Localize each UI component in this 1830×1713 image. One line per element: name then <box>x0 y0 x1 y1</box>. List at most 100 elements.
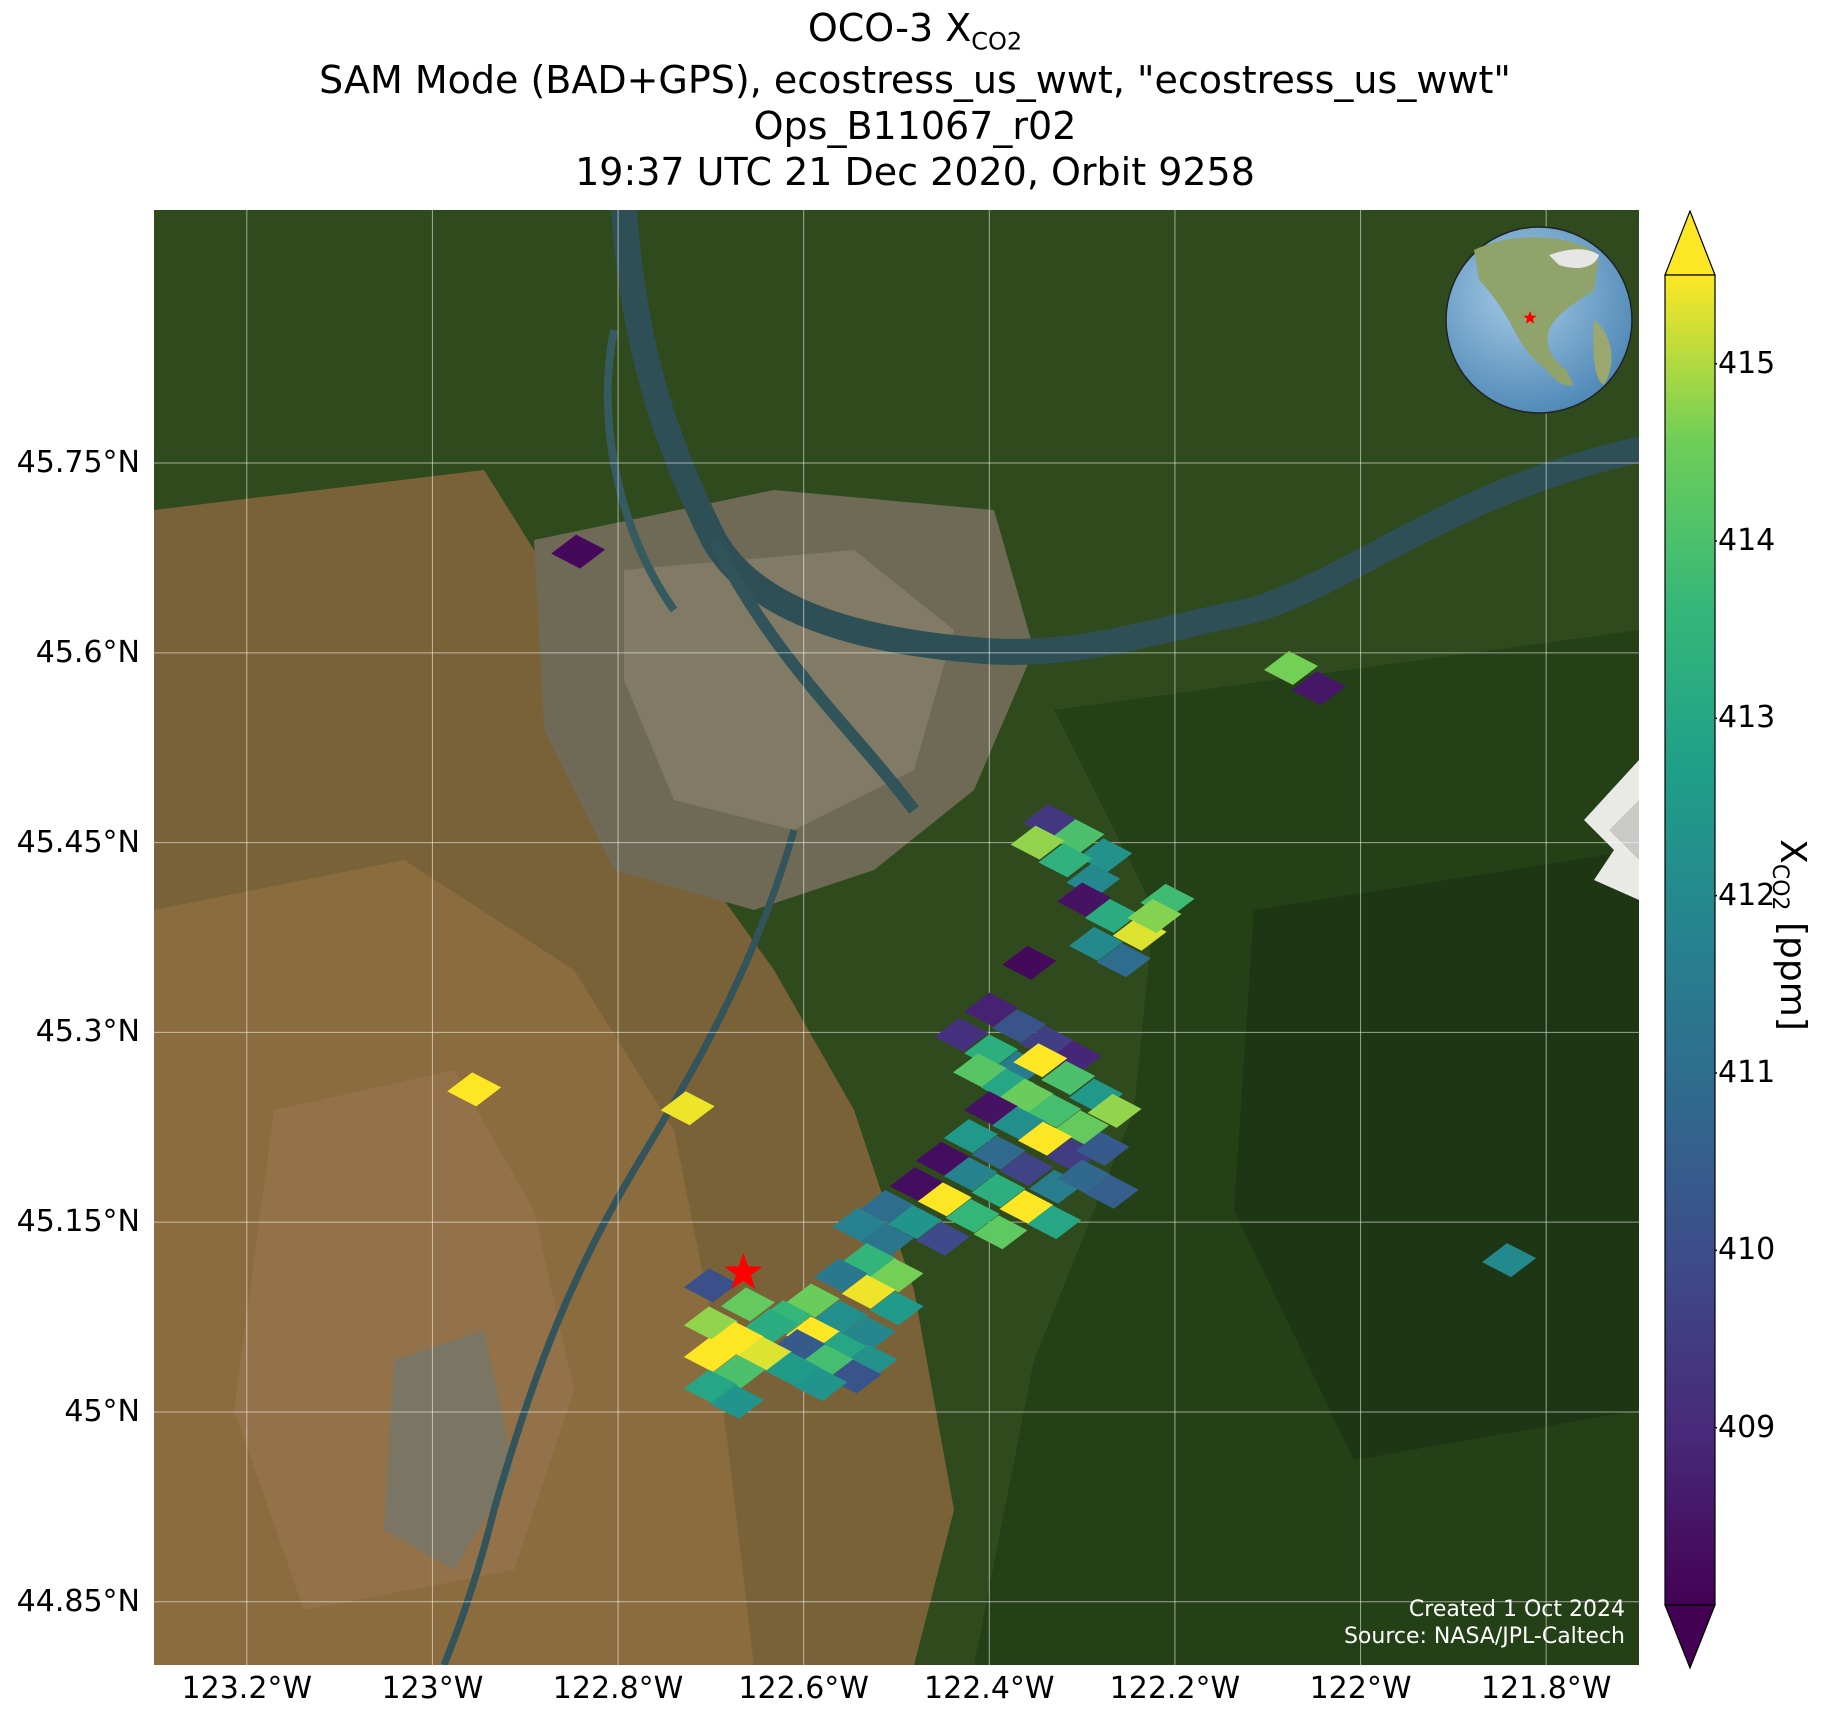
xco2-footprint <box>1002 945 1057 980</box>
xco2-footprint <box>992 1009 1047 1044</box>
colorbar-tick-label: 410 <box>1718 1232 1776 1268</box>
xco2-footprint <box>888 1205 943 1240</box>
star-icon <box>724 1252 763 1289</box>
colorbar-title: XCO2 [ppm] <box>1766 839 1814 1031</box>
colorbar-tick-label: 409 <box>1718 1409 1776 1445</box>
xco2-footprint <box>1087 1093 1142 1128</box>
xco2-footprint <box>1078 838 1133 873</box>
lon-tick-label: 121.8°W <box>1480 1671 1612 1706</box>
xco2-footprint <box>447 1072 502 1107</box>
inset-globe <box>1445 226 1633 414</box>
lat-tick-label: 45.15°N <box>16 1204 140 1240</box>
satellite-background <box>154 210 1639 1665</box>
xco2-footprint <box>793 1367 848 1402</box>
xco2-footprint <box>551 534 606 569</box>
xco2-footprint <box>1096 943 1151 978</box>
xco2-footprint <box>934 1017 989 1052</box>
colorbar-tick-marks <box>1715 362 1717 1429</box>
lon-tick-label: 122.2°W <box>1109 1671 1241 1706</box>
xco2-footprint <box>1263 651 1318 686</box>
xco2-footprint <box>973 1215 1028 1250</box>
xco2-footprint <box>1056 882 1111 917</box>
xco2-footprint <box>889 1167 944 1202</box>
sounding-footprints <box>447 534 1537 1419</box>
xco2-footprint <box>683 1338 738 1373</box>
xco2-footprint <box>683 1369 738 1404</box>
xco2-footprint <box>1084 898 1139 933</box>
map-panel[interactable] <box>154 210 1639 1665</box>
lat-tick-label: 45.45°N <box>16 824 140 860</box>
xco2-footprint <box>915 1221 970 1256</box>
xco2-footprint <box>1069 1078 1124 1113</box>
lat-tick-label: 45°N <box>64 1393 140 1429</box>
xco2-footprint <box>943 1119 998 1154</box>
lon-tick-label: 122.6°W <box>738 1671 869 1706</box>
xco2-footprint <box>945 1198 1000 1233</box>
colorbar-extend-max <box>1664 210 1716 276</box>
xco2-footprint <box>841 1274 896 1309</box>
map-canvas[interactable] <box>154 210 1639 1665</box>
lon-tick-label: 122.4°W <box>924 1671 1055 1706</box>
globe-icon <box>1445 226 1633 414</box>
xco2-footprint <box>721 1287 775 1322</box>
xco2-footprint <box>1010 825 1065 860</box>
title-line-1: OCO-3 XCO2 <box>807 6 1023 56</box>
xco2-footprint <box>999 1152 1054 1187</box>
lon-tick-label: 123°W <box>381 1671 484 1706</box>
created-date: Created 1 Oct 2024 <box>1408 1597 1625 1622</box>
xco2-footprint <box>869 1291 924 1326</box>
xco2-footprint <box>860 1189 915 1224</box>
lat-tick-label: 44.85°N <box>16 1583 140 1619</box>
xco2-footprint <box>971 1173 1026 1208</box>
xco2-footprint <box>1027 1205 1082 1240</box>
xco2-footprint <box>1084 1174 1139 1209</box>
lon-tick-label: 122.8°W <box>552 1671 684 1706</box>
xco2-footprint <box>953 1053 1008 1088</box>
colorbar-tick-label: 411 <box>1718 1055 1776 1090</box>
xco2-footprint <box>660 1091 715 1126</box>
xco2-footprint <box>971 1135 1026 1170</box>
xco2-footprint <box>683 1268 738 1303</box>
xco2-footprint <box>1018 1121 1072 1156</box>
colorbar-tick-label: 415 <box>1718 345 1776 381</box>
xco2-footprint <box>1038 843 1093 878</box>
title-line-3: Ops_B11067_r02 <box>753 104 1077 148</box>
colorbar-tick-label: 413 <box>1718 700 1776 736</box>
source-credit: Source: NASA/JPL-Caltech <box>1343 1624 1625 1649</box>
lon-tick-label: 122°W <box>1309 1671 1412 1706</box>
xco2-footprint <box>964 992 1019 1027</box>
xco2-footprint <box>943 1157 998 1192</box>
xco2-footprint <box>1013 1043 1068 1078</box>
xco2-footprint <box>1482 1243 1537 1278</box>
xco2-footprint <box>1056 1159 1111 1194</box>
colorbar-body <box>1664 274 1716 1606</box>
lon-tick-label: 123.2°W <box>181 1671 313 1706</box>
lat-tick-label: 45.75°N <box>16 445 140 481</box>
colorbar-extend-min <box>1664 1604 1716 1670</box>
colorbar <box>1664 210 1717 1670</box>
title-line-2: SAM Mode (BAD+GPS), ecostress_us_wwt, "e… <box>319 58 1511 102</box>
globe-star-icon <box>1523 311 1537 324</box>
mountain-snow-icon <box>1584 760 1639 900</box>
xco2-footprint <box>1291 671 1346 706</box>
xco2-footprint <box>683 1306 738 1341</box>
xco2-footprint <box>813 1258 868 1293</box>
xco2-footprint <box>709 1384 764 1419</box>
xco2-footprint <box>1069 926 1124 961</box>
title-line-4: 19:37 UTC 21 Dec 2020, Orbit 9258 <box>575 150 1255 194</box>
lat-tick-label: 45.3°N <box>35 1014 140 1050</box>
xco2-footprint <box>832 1207 887 1242</box>
xco2-footprint <box>992 1106 1047 1141</box>
xco2-footprint <box>915 1141 970 1176</box>
xco2-footprint <box>765 1351 820 1386</box>
xco2-footprint <box>1127 898 1182 933</box>
graticule <box>154 210 1639 1665</box>
xco2-footprint <box>917 1182 972 1217</box>
colorbar-tick-label: 412 <box>1718 877 1776 913</box>
target-marker <box>724 1252 763 1289</box>
xco2-footprint <box>964 1091 1019 1126</box>
lat-tick-label: 45.6°N <box>35 634 140 670</box>
xco2-footprint <box>999 1189 1054 1224</box>
xco2-footprint <box>1075 1131 1130 1166</box>
colorbar-tick-label: 414 <box>1718 523 1776 558</box>
